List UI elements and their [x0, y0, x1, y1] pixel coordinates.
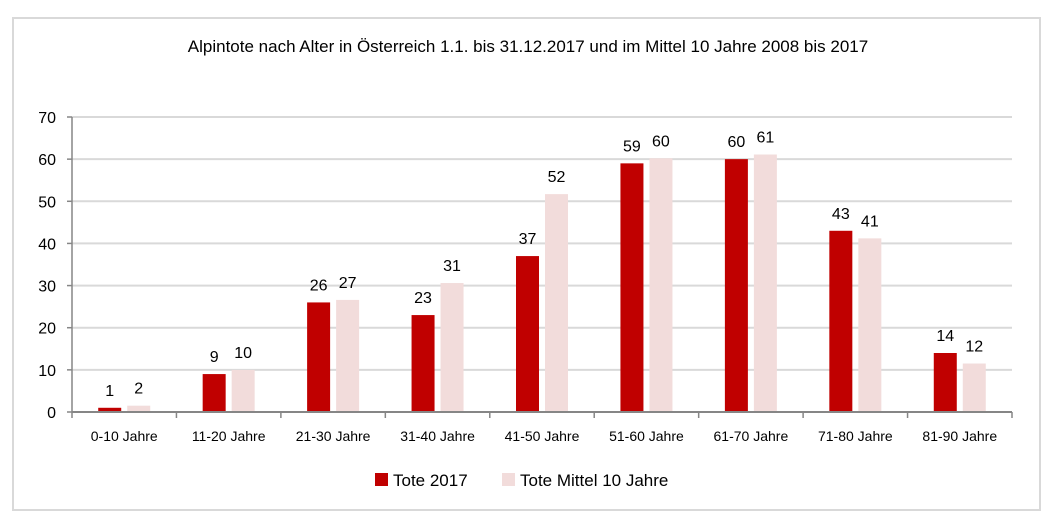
data-label: 61 [756, 130, 774, 147]
data-label: 52 [548, 169, 566, 186]
x-category-label: 61-70 Jahre [714, 428, 789, 444]
data-label: 1 [105, 383, 114, 400]
bars [98, 154, 986, 412]
y-axis-ticks: 0 10 20 30 40 50 60 70 [38, 110, 56, 422]
bar-tote-2017 [202, 374, 226, 412]
data-label: 60 [727, 134, 745, 151]
data-label: 23 [414, 290, 432, 307]
bar-tote-2017 [620, 163, 644, 412]
bar-tote-mittel [231, 369, 255, 412]
x-axis-categories: 0-10 Jahre 11-20 Jahre 21-30 Jahre 31-40 Ja… [91, 428, 998, 444]
bar-tote-2017 [933, 353, 957, 412]
data-label: 9 [210, 349, 219, 366]
x-category-label: 0-10 Jahre [91, 428, 158, 444]
bar-tote-2017 [829, 230, 853, 412]
data-label: 59 [623, 138, 641, 155]
data-label: 37 [519, 231, 537, 248]
chart-title: Alpintote nach Alter in Österreich 1.1. … [188, 37, 868, 56]
legend-label: Tote Mittel 10 Jahre [520, 471, 668, 490]
y-tick-label: 50 [38, 194, 56, 211]
y-tick-label: 70 [38, 110, 56, 127]
bar-tote-mittel [962, 363, 986, 412]
y-tick-label: 40 [38, 236, 56, 253]
data-label: 26 [310, 277, 328, 294]
bar-tote-mittel [753, 154, 777, 412]
bar-tote-mittel [545, 194, 568, 412]
y-tick-label: 20 [38, 321, 56, 338]
data-label: 12 [965, 339, 983, 356]
x-category-label: 41-50 Jahre [505, 428, 580, 444]
x-category-label: 51-60 Jahre [609, 428, 684, 444]
bar-tote-2017 [411, 315, 435, 412]
data-label: 31 [443, 258, 461, 275]
data-label: 10 [234, 345, 252, 362]
data-label: 2 [134, 381, 143, 398]
data-label: 41 [861, 213, 879, 230]
bar-tote-mittel [440, 283, 464, 412]
legend-label: Tote 2017 [393, 471, 468, 490]
gridlines [67, 116, 1012, 413]
bar-tote-mittel [336, 299, 360, 412]
legend-swatch-0 [375, 473, 388, 486]
x-category-label: 71-80 Jahre [818, 428, 893, 444]
data-label: 27 [339, 275, 357, 292]
bar-tote-2017 [516, 256, 539, 412]
y-tick-label: 10 [38, 363, 56, 380]
bar-tote-2017 [307, 302, 331, 412]
bar-tote-2017 [98, 407, 122, 412]
y-tick-label: 30 [38, 279, 56, 296]
y-tick-label: 0 [47, 405, 56, 422]
x-category-label: 21-30 Jahre [296, 428, 371, 444]
bar-tote-mittel [127, 405, 151, 412]
bar-tote-2017 [724, 159, 748, 412]
bar-tote-mittel [858, 238, 882, 412]
data-label: 14 [936, 328, 954, 345]
data-label: 43 [832, 206, 850, 223]
x-category-label: 81-90 Jahre [922, 428, 997, 444]
data-label: 60 [652, 133, 670, 150]
legend: Tote 2017 Tote Mittel 10 Jahre [375, 471, 668, 490]
x-axis [71, 411, 1013, 418]
legend-swatch-1 [502, 473, 515, 486]
x-category-label: 31-40 Jahre [400, 428, 475, 444]
x-category-label: 11-20 Jahre [192, 428, 266, 444]
y-tick-label: 60 [38, 152, 56, 169]
bar-tote-mittel [649, 158, 673, 412]
chart-frame [12, 17, 1041, 511]
